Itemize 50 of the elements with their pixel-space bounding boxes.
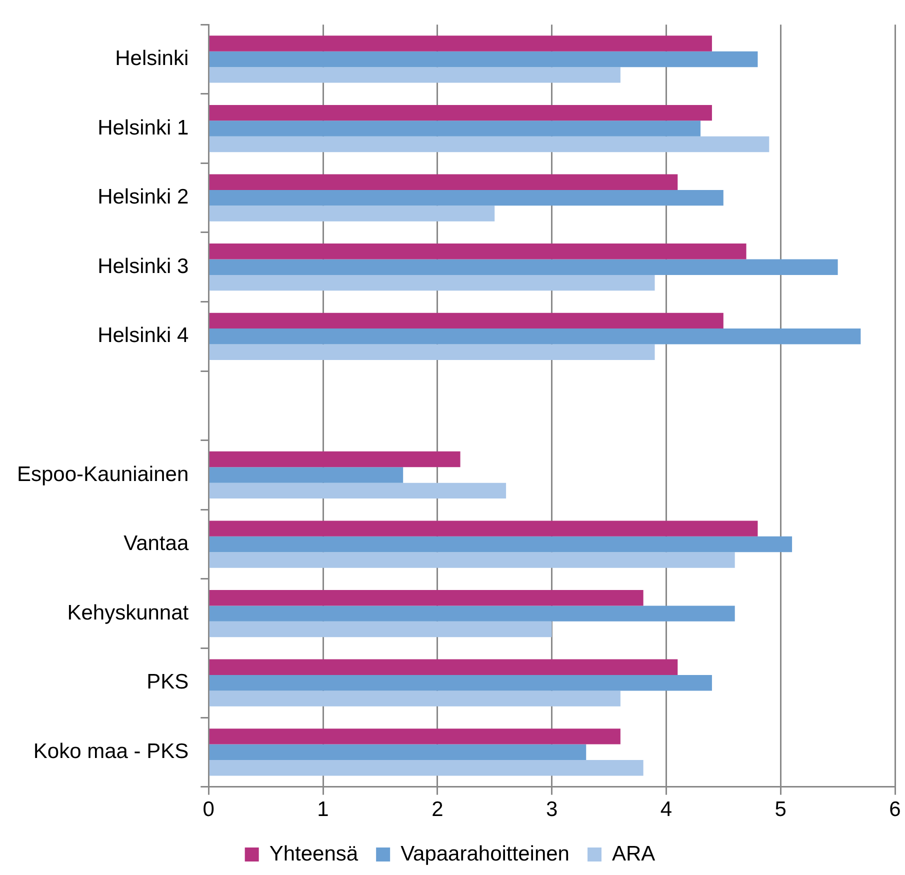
y-tick-label: Helsinki 3: [98, 254, 189, 278]
y-tick-label: Espoo-Kauniainen: [16, 462, 189, 486]
y-tick-label: Koko maa - PKS: [33, 740, 189, 763]
bar: [209, 520, 758, 536]
bar: [209, 451, 460, 468]
y-tick-label: Kehyskunnat: [67, 601, 189, 624]
bar: [209, 728, 620, 744]
y-tick-label: PKS: [146, 670, 189, 694]
bar: [209, 659, 678, 676]
bar: [209, 244, 746, 260]
legend-label: ARA: [612, 842, 656, 866]
x-tick-label: 4: [660, 798, 672, 822]
bar: [209, 274, 655, 291]
bar: [209, 760, 644, 776]
y-tick-label: Helsinki 1: [98, 116, 189, 140]
bar: [209, 344, 655, 360]
x-tick-label: 5: [774, 798, 786, 822]
bar: [209, 536, 792, 552]
y-tick-label: Helsinki: [115, 47, 189, 70]
y-tick-label: Helsinki 4: [98, 324, 189, 348]
legend-label: Vapaarahoitteinen: [400, 842, 570, 866]
bar: [209, 67, 620, 83]
y-tick-label: Helsinki 2: [98, 186, 189, 209]
x-tick-label: 2: [432, 798, 444, 822]
bar: [209, 482, 506, 499]
bar: [209, 328, 861, 344]
bar: [209, 120, 701, 136]
x-tick-label: 6: [889, 798, 901, 822]
bar: [209, 312, 724, 329]
bar: [209, 552, 735, 568]
bar: [209, 104, 712, 121]
x-tick-label: 1: [317, 798, 329, 822]
bar: [209, 206, 495, 222]
x-tick-label: 0: [202, 798, 214, 822]
bar: [209, 136, 770, 152]
bar: [209, 467, 404, 483]
bar: [209, 174, 678, 190]
x-tick-label: 3: [546, 798, 558, 822]
bar: [209, 744, 586, 760]
bar: [209, 675, 712, 691]
bar: [209, 590, 644, 606]
bar: [209, 51, 758, 68]
bar: [209, 606, 735, 622]
bar: [209, 259, 838, 275]
legend-label: Yhteensä: [269, 842, 358, 866]
bar: [209, 621, 552, 638]
bar: [209, 690, 620, 706]
bar: [209, 190, 724, 206]
bar: [209, 36, 712, 52]
y-tick-label: Vantaa: [124, 532, 189, 556]
